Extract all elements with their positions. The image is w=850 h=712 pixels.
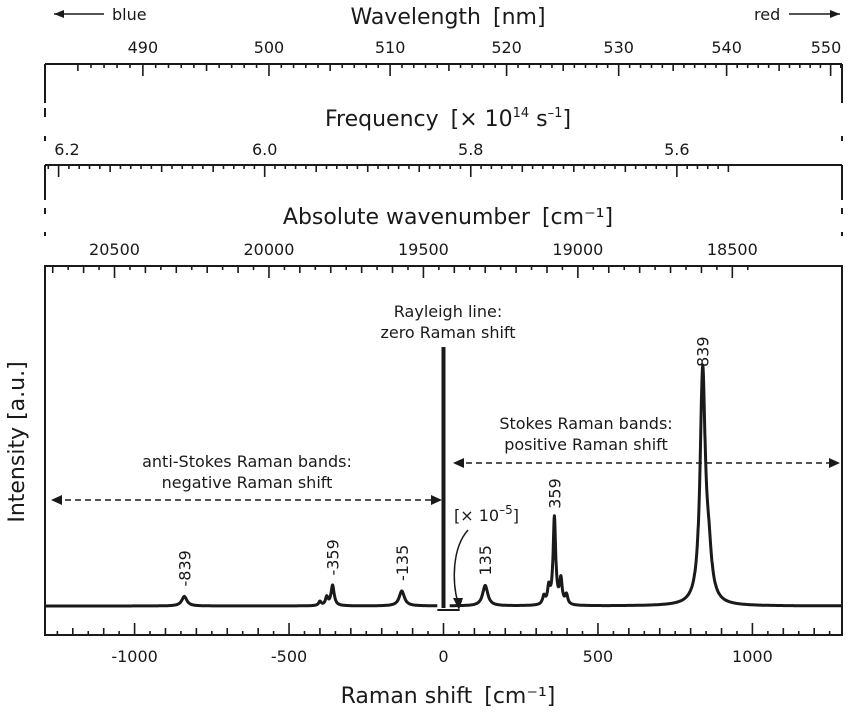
peak-label: -135 [393, 545, 412, 581]
peak-label: 839 [694, 336, 713, 367]
x-axis-label: Raman shift [cm⁻¹] [341, 684, 556, 709]
frequency-axis-title: Frequency [× 1014 s–1] [325, 106, 571, 132]
wavenumber-axis-title: Absolute wavenumber [cm⁻¹] [283, 205, 613, 230]
anti-stokes-annotation-line2: negative Raman shift [162, 473, 333, 492]
scale-factor-label: [× 10–5] [454, 503, 519, 525]
raman-shift-tick-label: -500 [271, 647, 307, 666]
wavenumber-tick-label: 19000 [552, 240, 603, 259]
frequency-tick-labels: 6.2 6.0 5.8 5.6 [54, 140, 689, 159]
wavenumber-tick-label: 20500 [89, 240, 140, 259]
y-axis-label: Intensity [a.u.] [5, 361, 30, 522]
stokes-range-arrow [453, 458, 840, 468]
peak-label: 135 [476, 545, 495, 576]
anti-stokes-range-arrow [51, 495, 442, 505]
peak-label: 359 [545, 478, 564, 509]
frequency-tick-label: 5.8 [458, 140, 483, 159]
anti-stokes-annotation-line1: anti-Stokes Raman bands: [142, 452, 352, 471]
wavelength-tick-label: 540 [711, 38, 742, 57]
frequency-tick-label: 6.2 [54, 140, 79, 159]
peak-label: -359 [324, 539, 343, 575]
frequency-ticks [47, 165, 730, 177]
stokes-annotation-line1: Stokes Raman bands: [499, 414, 672, 433]
raman-shift-ticks [56, 623, 831, 635]
wavelength-tick-label: 490 [128, 38, 159, 57]
raman-shift-tick-label: 500 [583, 647, 614, 666]
raman-shift-tick-label: 1000 [732, 647, 773, 666]
wavenumber-tick-label: 19500 [398, 240, 449, 259]
spectrum-line [43, 363, 844, 608]
rayleigh-annotation-line2: zero Raman shift [380, 323, 515, 342]
peak-label: -839 [175, 550, 194, 586]
scale-factor-arrow [453, 529, 469, 610]
raman-shift-tick-labels: -1000 -500 0 500 1000 [111, 647, 772, 666]
wavelength-tick-label: 510 [375, 38, 406, 57]
rayleigh-annotation-line1: Rayleigh line: [394, 302, 502, 321]
peak-labels: -839 -359 -135 135 359 839 [175, 336, 712, 586]
wavelength-tick-label: 500 [254, 38, 285, 57]
red-label: red [754, 5, 780, 24]
wavelength-axis-title: Wavelength [nm] [350, 5, 545, 30]
wavenumber-tick-labels: 20500 20000 19500 19000 18500 [89, 240, 758, 259]
raman-shift-tick-label: 0 [438, 647, 448, 666]
wavenumber-tick-label: 18500 [707, 240, 758, 259]
wavelength-tick-labels: 490 500 510 520 530 540 550 [128, 38, 842, 57]
wavelength-tick-label: 550 [811, 38, 842, 57]
red-indicator: red [754, 5, 840, 24]
wavelength-ticks [77, 64, 842, 76]
frequency-tick-label: 5.6 [664, 140, 689, 159]
wavenumber-ticks [51, 266, 749, 278]
blue-label: blue [112, 5, 147, 24]
wavenumber-tick-label: 20000 [244, 240, 295, 259]
raman-shift-tick-label: -1000 [111, 647, 158, 666]
stokes-annotation-line2: positive Raman shift [504, 435, 668, 454]
frequency-tick-label: 6.0 [252, 140, 277, 159]
blue-indicator: blue [54, 5, 147, 24]
wavelength-tick-label: 530 [603, 38, 634, 57]
wavelength-tick-label: 520 [491, 38, 522, 57]
